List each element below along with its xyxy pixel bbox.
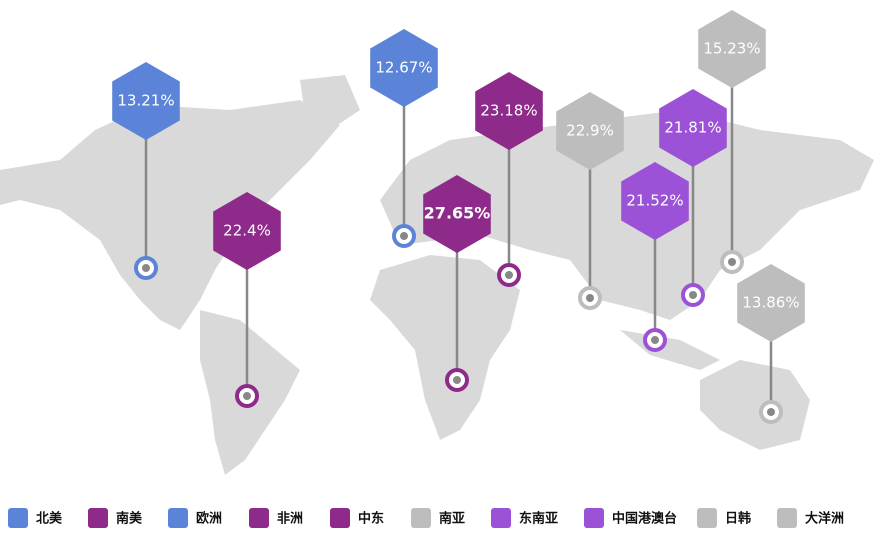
pin-dot xyxy=(453,376,461,384)
legend-label: 中国港澳台 xyxy=(612,511,677,527)
legend-swatch xyxy=(88,508,108,528)
legend-swatch xyxy=(411,508,431,528)
value-label: 13.86% xyxy=(742,294,799,312)
legend-label: 南亚 xyxy=(439,511,465,527)
pin-dot xyxy=(400,232,408,240)
value-label: 21.52% xyxy=(626,192,683,210)
legend-swatch xyxy=(8,508,28,528)
legend-swatch xyxy=(249,508,269,528)
legend-label: 中东 xyxy=(358,511,384,527)
hexagon xyxy=(370,29,438,107)
value-label: 21.81% xyxy=(664,119,721,137)
hexagon xyxy=(621,162,689,240)
legend-swatch xyxy=(168,508,188,528)
legend-label: 大洋洲 xyxy=(805,511,844,527)
hexagon xyxy=(213,192,281,270)
value-label: 13.21% xyxy=(117,92,174,110)
value-label: 27.65% xyxy=(424,204,491,223)
hexagon xyxy=(737,264,805,342)
hexagon xyxy=(556,92,624,170)
pins: 13.21% 22.4% 12.67% 27.65% 23.18% 22.9% 21.52%… xyxy=(112,10,805,424)
legend-swatch xyxy=(330,508,350,528)
pin-dot xyxy=(728,258,736,266)
legend-swatch xyxy=(584,508,604,528)
pin-dot xyxy=(689,291,697,299)
pin-dot xyxy=(243,392,251,400)
value-label: 15.23% xyxy=(703,40,760,58)
hexagon xyxy=(423,175,491,253)
pin-dot xyxy=(651,336,659,344)
hexagon xyxy=(112,62,180,140)
hexagon xyxy=(698,10,766,88)
legend-label: 南美 xyxy=(116,511,143,527)
legend-label: 非洲 xyxy=(277,511,303,527)
value-label: 22.4% xyxy=(223,222,271,240)
legend-swatch xyxy=(697,508,717,528)
legend-swatch xyxy=(777,508,797,528)
legend-label: 日韩 xyxy=(725,511,751,527)
pin-dot xyxy=(767,408,775,416)
legend-label: 北美 xyxy=(36,511,63,527)
legend-label: 东南亚 xyxy=(519,511,558,527)
value-label: 23.18% xyxy=(480,102,537,120)
value-label: 12.67% xyxy=(375,59,432,77)
legend: 北美 南美 欧洲 非洲 中东 南亚 东南亚 中国港澳台 日韩 大洋洲 xyxy=(8,508,844,528)
value-label: 22.9% xyxy=(566,122,614,140)
hexagon xyxy=(659,89,727,167)
world-map xyxy=(0,75,874,475)
legend-swatch xyxy=(491,508,511,528)
pin-dot xyxy=(142,264,150,272)
pin-dot xyxy=(505,271,513,279)
hexagon xyxy=(475,72,543,150)
pin-dot xyxy=(586,294,594,302)
legend-label: 欧洲 xyxy=(196,511,222,527)
